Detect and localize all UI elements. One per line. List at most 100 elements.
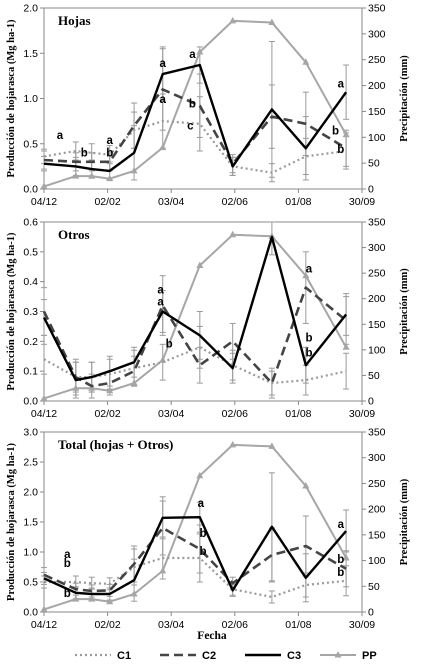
significance-label: a	[189, 49, 196, 61]
legend-label-c2: C2	[202, 650, 216, 662]
x-tick-label: 30/09	[349, 619, 375, 631]
pp-point-marker	[302, 58, 310, 65]
y-axis-label: Producción de hojarasca (Mg ha-1)	[6, 232, 17, 390]
pp-point-marker	[229, 16, 237, 24]
legend-marker-pp	[334, 651, 342, 658]
y2-tick-label: 250	[368, 268, 386, 280]
significance-label: a	[64, 549, 71, 561]
significance-label: b	[199, 546, 206, 558]
x-axis-label: Fecha	[197, 630, 227, 642]
y-tick-label: 0.1	[23, 366, 38, 378]
significance-label: b	[332, 126, 339, 138]
y2-tick-label: 200	[368, 293, 386, 305]
x-tick-label: 02/02	[94, 408, 120, 420]
y-tick-label: 0.0	[23, 184, 38, 196]
pp-point-marker	[268, 442, 276, 449]
panel-title: Hojas	[58, 13, 91, 28]
pp-point-marker	[229, 230, 237, 238]
y2-tick-label: 150	[368, 529, 386, 541]
y-tick-label: 0.5	[23, 246, 38, 258]
x-tick-label: 03/04	[158, 196, 184, 208]
y2-tick-label: 50	[368, 370, 380, 382]
legend-label-pp: PP	[362, 650, 377, 662]
y2-axis-label: Precipitación (mm)	[399, 55, 410, 142]
series-line-c2	[43, 88, 347, 165]
pp-point-marker	[40, 182, 48, 189]
pp-point-marker	[268, 18, 276, 25]
significance-label: b	[337, 567, 344, 579]
significance-label: b	[305, 332, 312, 344]
series-line-c3	[42, 235, 348, 382]
x-tick-label: 02/06	[222, 196, 248, 208]
significance-label: b	[81, 147, 88, 159]
x-tick-label: 04/12	[31, 619, 57, 631]
y-tick-label: 0.5	[23, 577, 38, 589]
x-tick-label: 02/02	[94, 196, 120, 208]
y2-axis-label: Precipitación (mm)	[399, 268, 410, 355]
series-line-c3	[43, 63, 348, 173]
y-tick-label: 2.5	[23, 457, 38, 469]
y2-axis-label: Precipitación (mm)	[399, 478, 410, 565]
legend: C1 C2 C3 PP	[75, 650, 377, 662]
significance-label: b	[64, 588, 71, 600]
pp-point-marker	[342, 343, 350, 350]
series-line-c1	[43, 346, 347, 385]
panel-title: Otros	[58, 227, 90, 242]
pp-point-marker	[40, 605, 48, 612]
significance-label: a	[160, 94, 167, 106]
series-line-c2	[43, 526, 347, 593]
pp-point-marker	[106, 597, 114, 605]
significance-label: a	[157, 285, 164, 297]
y2-tick-label: 350	[368, 3, 386, 15]
x-tick-label: 01/08	[285, 619, 311, 631]
y-tick-label: 0.0	[23, 396, 38, 408]
significance-label: b	[64, 558, 71, 570]
pp-point-marker	[72, 384, 80, 391]
pp-point-marker	[130, 379, 138, 386]
significance-label: a	[157, 297, 164, 309]
y-axis-label: Producción de hojarasca (Mg ha-1)	[6, 19, 17, 177]
series-line-c3	[43, 516, 348, 596]
y2-tick-label: 50	[368, 158, 380, 170]
pp-point-marker	[106, 386, 114, 394]
y2-tick-label: 350	[368, 427, 386, 439]
pp-point-marker	[302, 271, 310, 279]
y-tick-label: 0.2	[23, 336, 38, 348]
significance-label: b	[337, 144, 344, 156]
y2-tick-label: 50	[368, 581, 380, 593]
y2-tick-label: 0	[368, 396, 374, 408]
significance-label: a	[57, 130, 64, 142]
significance-label: b	[189, 99, 196, 111]
significance-label: b	[337, 554, 344, 566]
x-tick-label: 01/08	[285, 196, 311, 208]
pp-point-marker	[130, 166, 138, 174]
pp-point-marker	[159, 566, 167, 574]
pp-point-marker	[196, 261, 204, 268]
x-tick-label: 01/08	[285, 408, 311, 420]
y-tick-label: 0.5	[23, 138, 38, 150]
y-tick-label: 1.0	[23, 547, 38, 559]
y2-tick-label: 300	[368, 452, 386, 464]
significance-label: a	[160, 58, 167, 70]
significance-label: a	[338, 519, 345, 531]
pp-point-marker	[106, 174, 114, 182]
y-tick-label: 1.5	[23, 517, 38, 529]
legend-label-c3: C3	[287, 650, 301, 662]
y-tick-label: 3.0	[23, 427, 38, 439]
pp-point-marker	[88, 384, 96, 391]
y2-tick-label: 150	[368, 106, 386, 118]
x-tick-label: 30/09	[349, 408, 375, 420]
pp-point-marker	[302, 482, 310, 489]
y2-tick-label: 200	[368, 80, 386, 92]
y-tick-label: 0.3	[23, 306, 38, 318]
y-tick-label: 2.0	[23, 487, 38, 499]
x-tick-label: 04/12	[31, 408, 57, 420]
y2-tick-label: 300	[368, 28, 386, 40]
y-tick-label: 1.5	[23, 48, 38, 60]
chart-panels: 0.0 0.5 1.0 1.5 2.0 0 50 100 150 200 250 300 350 04/1…	[6, 3, 410, 632]
y-tick-label: 1.0	[23, 93, 38, 105]
x-tick-label: 03/04	[158, 408, 184, 420]
pp-point-marker	[342, 554, 350, 561]
y2-tick-label: 150	[368, 319, 386, 331]
x-tick-label: 02/06	[222, 408, 248, 420]
